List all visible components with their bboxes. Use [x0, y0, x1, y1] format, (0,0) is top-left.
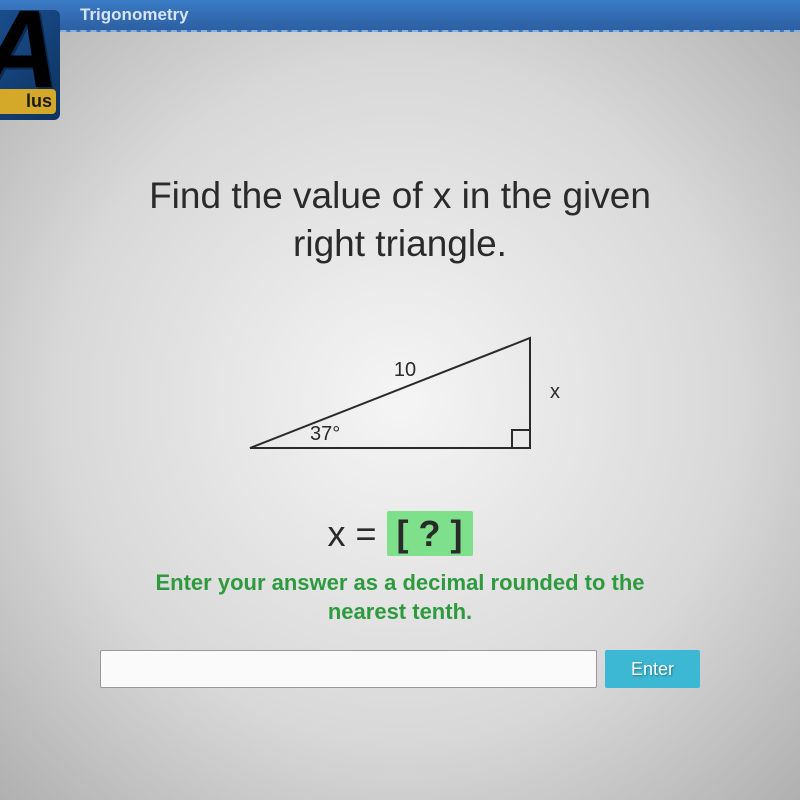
question-line1: Find the value of x in the given	[149, 175, 651, 216]
hypotenuse-label: 10	[394, 359, 416, 381]
triangle-diagram: 10 x 37°	[60, 308, 740, 478]
header-bar: Trigonometry	[0, 0, 800, 32]
input-row: Enter	[60, 650, 740, 688]
logo-sub: lus	[0, 89, 56, 114]
question-title: Find the value of x in the given right t…	[60, 172, 740, 268]
answer-prefix: x =	[327, 513, 376, 554]
logo-badge: A lus	[0, 10, 60, 120]
triangle-shape	[250, 338, 530, 448]
answer-placeholder: [ ? ]	[387, 511, 473, 556]
answer-line: x = [ ? ]	[60, 513, 740, 555]
opposite-label: x	[550, 381, 560, 403]
enter-button[interactable]: Enter	[605, 650, 700, 688]
answer-input[interactable]	[100, 650, 597, 688]
hint-text: Enter your answer as a decimal rounded t…	[60, 569, 740, 626]
question-line2: right triangle.	[293, 223, 507, 264]
hint-line1: Enter your answer as a decimal rounded t…	[155, 570, 644, 595]
content-area: Find the value of x in the given right t…	[0, 32, 800, 688]
triangle-svg: 10 x 37°	[220, 308, 580, 478]
hint-line2: nearest tenth.	[328, 599, 472, 624]
angle-label: 37°	[310, 423, 340, 445]
header-title: Trigonometry	[80, 5, 189, 25]
right-angle-icon	[512, 430, 530, 448]
